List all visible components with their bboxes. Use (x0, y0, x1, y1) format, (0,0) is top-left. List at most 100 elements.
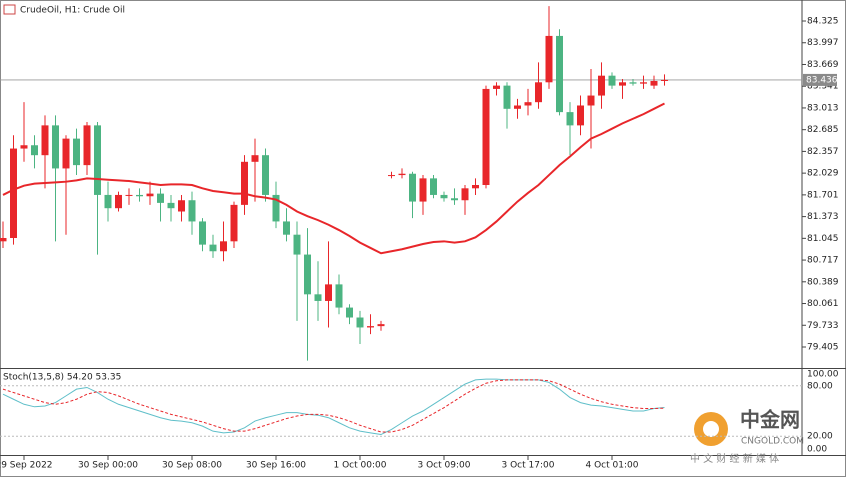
candle-body (367, 326, 374, 328)
candle-body (661, 79, 668, 81)
y-tick-label: 83.997 (807, 38, 839, 48)
slogan: 中 文 财 经 新 媒 体 (690, 452, 779, 465)
price-label: 83.436 (806, 75, 838, 85)
y-tick-label: 84.325 (807, 17, 839, 27)
candle-body (104, 194, 112, 209)
candle-body (83, 125, 91, 166)
candle-body (241, 161, 248, 205)
candle-body (209, 244, 217, 252)
y-tick-label: 83.341 (807, 82, 839, 92)
candle-body (115, 194, 122, 209)
candle-body (566, 112, 574, 126)
candle-body (461, 188, 469, 201)
y-tick-label: 0.00 (807, 445, 827, 455)
candle-body (31, 145, 38, 156)
candle-body (230, 204, 238, 242)
y-tick-label: 80.717 (807, 256, 839, 266)
candle-body (304, 254, 311, 295)
watermark: 中金网 CNGOLD.COM 中 文 财 经 新 媒 体 (690, 408, 804, 466)
candle-body (535, 82, 542, 103)
candle-body (482, 88, 490, 185)
y-tick-label: 80.00 (807, 381, 833, 391)
price-label-box (803, 73, 837, 86)
x-tick-label: 30 Sep 16:00 (246, 461, 306, 471)
y-tick-label: 82.029 (807, 169, 839, 179)
candle-body (314, 294, 322, 301)
candle-body (619, 82, 626, 86)
candle-body (398, 173, 406, 176)
candle-body (430, 178, 437, 195)
candle-body (199, 221, 206, 245)
candle-body (0, 238, 7, 242)
candle-body (293, 234, 301, 255)
candle-body (52, 125, 59, 169)
candle-body (545, 35, 553, 83)
y-tick-label: 82.685 (807, 125, 839, 135)
y-tick-label: 79.405 (807, 342, 839, 352)
x-tick-label: 3 Oct 09:00 (418, 461, 471, 471)
candle-body (62, 138, 70, 169)
candle-body (41, 125, 49, 156)
y-tick-label: 83.669 (807, 60, 839, 70)
x-tick-label: 1 Oct 00:00 (334, 461, 387, 471)
y-tick-label: 20.00 (807, 432, 833, 442)
candle-body (650, 80, 658, 86)
candle-body (335, 284, 343, 308)
stoch-line (2, 378, 665, 436)
candle-body (514, 105, 521, 109)
candle-body (356, 317, 364, 328)
y-tick-label: 100.00 (807, 370, 839, 380)
candle-body (524, 102, 532, 106)
candle-body (440, 194, 448, 199)
y-tick-label: 81.045 (807, 234, 839, 244)
x-tick-label: 30 Sep 08:00 (162, 461, 222, 471)
candle-body (640, 82, 647, 84)
indicator-label: Stoch(13,5,8) 54.20 53.35 (3, 373, 121, 383)
candle-body (125, 194, 133, 196)
candle-body (493, 85, 500, 89)
candle-body (10, 148, 17, 239)
site: CNGOLD.COM (741, 437, 804, 447)
candle-body (73, 138, 80, 166)
candle-body (283, 221, 290, 235)
candle-body (419, 178, 427, 202)
y-tick-label: 80.389 (807, 277, 839, 287)
logo (703, 421, 719, 437)
candle-body (629, 82, 637, 84)
candle-body (608, 75, 616, 86)
candle-body (388, 175, 395, 177)
candle-body (587, 95, 595, 106)
y-tick-label: 79.733 (807, 321, 839, 331)
candle-body (136, 194, 143, 197)
candle-body (167, 202, 175, 209)
candle-body (409, 173, 416, 202)
chart-icon (3, 4, 16, 15)
brand: 中金网 (740, 408, 800, 432)
candle-body (178, 200, 185, 212)
candle-body (346, 307, 353, 318)
candle-body (556, 35, 563, 113)
x-tick-label: 3 Oct 17:00 (502, 461, 555, 471)
x-tick-label: 29 Sep 2022 (0, 461, 53, 471)
y-tick-label: 83.013 (807, 103, 839, 113)
candle-body (251, 155, 259, 162)
y-tick-label: 81.701 (807, 190, 839, 200)
candle-body (157, 193, 164, 203)
candle-body (503, 85, 511, 109)
chart-title: CrudeOil, H1: Crude Oil (20, 6, 125, 16)
candle-body (272, 194, 280, 222)
candle-body (598, 75, 605, 96)
candle-body (577, 105, 584, 126)
y-tick-label: 80.061 (807, 299, 839, 309)
candle-body (146, 193, 154, 197)
candle-body (20, 145, 28, 149)
y-tick-label: 81.373 (807, 212, 839, 222)
candle-body (188, 200, 196, 222)
candle-body (220, 241, 227, 252)
y-tick-label: 82.357 (807, 147, 839, 157)
candle-body (262, 155, 269, 195)
candle-body (451, 198, 458, 201)
x-tick-label: 4 Oct 01:00 (586, 461, 639, 471)
